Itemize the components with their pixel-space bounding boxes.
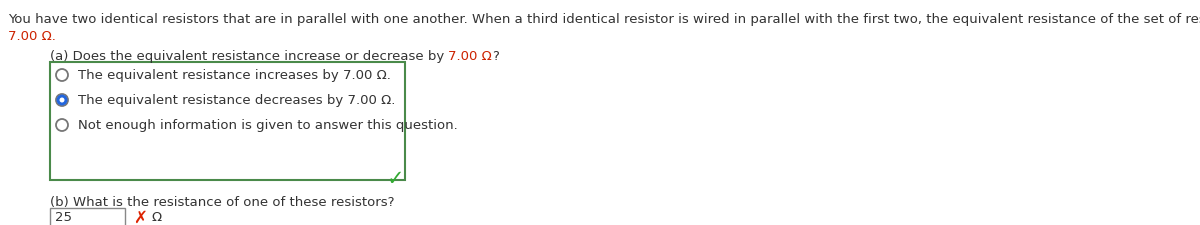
Circle shape (60, 98, 65, 103)
Text: ?: ? (492, 50, 499, 63)
Text: You have two identical resistors that are in parallel with one another. When a t: You have two identical resistors that ar… (8, 13, 1200, 26)
Text: Ω: Ω (151, 211, 161, 223)
Text: 7.00 Ω: 7.00 Ω (449, 50, 492, 63)
Circle shape (56, 119, 68, 131)
FancyBboxPatch shape (50, 208, 125, 225)
Text: 7.00 Ω.: 7.00 Ω. (8, 30, 56, 43)
Circle shape (56, 70, 68, 82)
Text: Not enough information is given to answer this question.: Not enough information is given to answe… (78, 119, 457, 132)
Text: (b) What is the resistance of one of these resistors?: (b) What is the resistance of one of the… (50, 195, 395, 208)
Circle shape (56, 94, 68, 106)
Text: ✗: ✗ (133, 208, 146, 225)
Text: 7.00 Ω: 7.00 Ω (449, 50, 492, 63)
Text: The equivalent resistance decreases by 7.00 Ω.: The equivalent resistance decreases by 7… (78, 94, 395, 107)
Text: (a) Does the equivalent resistance increase or decrease by: (a) Does the equivalent resistance incre… (50, 50, 449, 63)
Text: ✓: ✓ (386, 168, 404, 188)
Text: The equivalent resistance increases by 7.00 Ω.: The equivalent resistance increases by 7… (78, 69, 391, 82)
Text: 25: 25 (55, 211, 72, 223)
FancyBboxPatch shape (50, 63, 406, 180)
Circle shape (56, 95, 67, 106)
